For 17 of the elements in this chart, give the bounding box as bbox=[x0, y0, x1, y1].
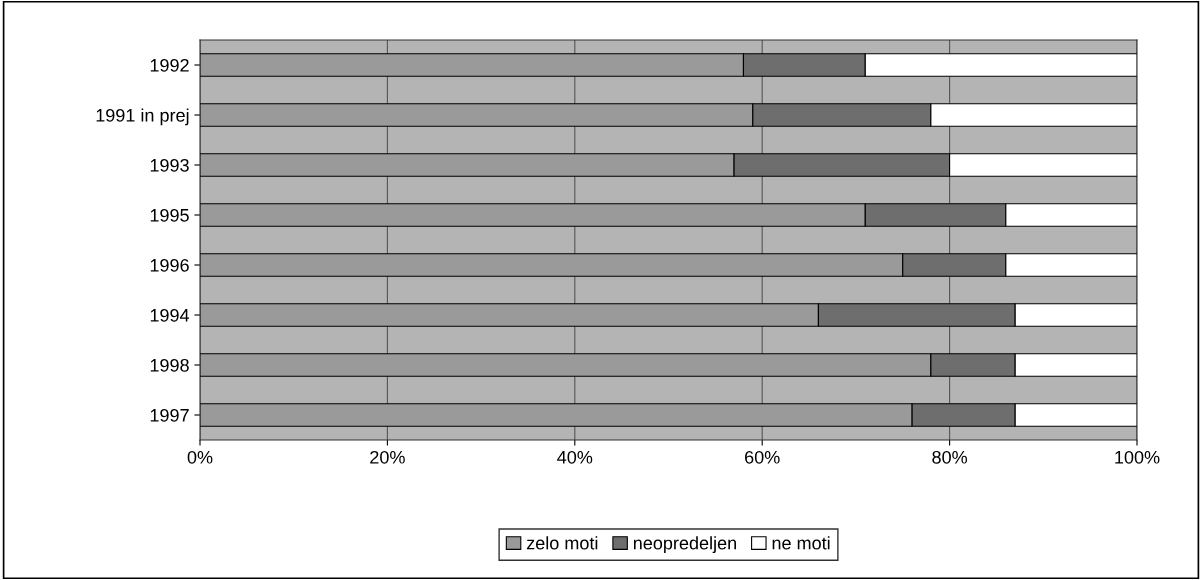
x-tick-label: 100% bbox=[1115, 450, 1160, 464]
x-tick-label: 40% bbox=[557, 450, 593, 464]
y-tick-label: 1991 in prej bbox=[96, 108, 189, 126]
x-tick-label: 0% bbox=[187, 450, 213, 464]
y-tick-label: 1992 bbox=[150, 58, 189, 72]
y-tick-label: 1996 bbox=[150, 258, 189, 272]
legend-label: zelo moti bbox=[526, 536, 598, 550]
y-tick-label: 1995 bbox=[150, 208, 189, 222]
x-tick-label: 60% bbox=[745, 450, 780, 464]
x-tick-label: 20% bbox=[370, 450, 405, 464]
legend-label: ne moti bbox=[772, 536, 830, 550]
y-tick-label: 1993 bbox=[150, 158, 189, 172]
x-tick-label: 80% bbox=[932, 450, 968, 464]
y-tick-label: 1998 bbox=[150, 358, 189, 372]
y-tick-label: 1997 bbox=[150, 408, 189, 422]
y-tick-label: 1994 bbox=[150, 308, 190, 322]
legend-label: neopredeljen bbox=[633, 536, 736, 554]
